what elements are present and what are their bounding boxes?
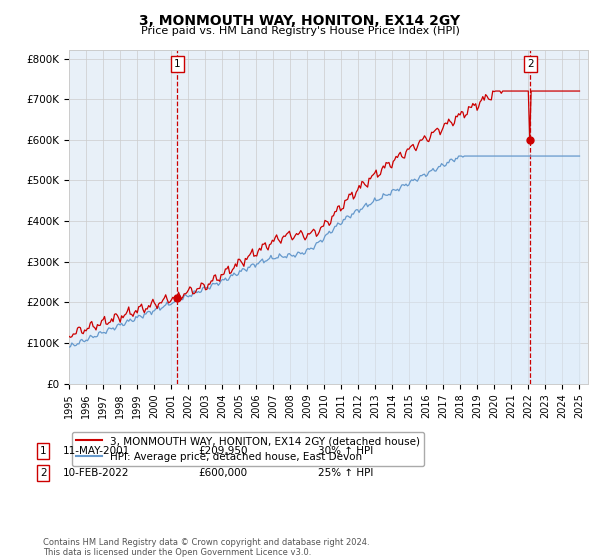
Text: Contains HM Land Registry data © Crown copyright and database right 2024.
This d: Contains HM Land Registry data © Crown c… (43, 538, 370, 557)
Text: 1: 1 (174, 59, 181, 69)
Text: 2: 2 (527, 59, 533, 69)
Text: 3, MONMOUTH WAY, HONITON, EX14 2GY: 3, MONMOUTH WAY, HONITON, EX14 2GY (139, 14, 461, 28)
Text: 1: 1 (40, 446, 47, 456)
Legend: 3, MONMOUTH WAY, HONITON, EX14 2GY (detached house), HPI: Average price, detache: 3, MONMOUTH WAY, HONITON, EX14 2GY (deta… (71, 432, 424, 466)
Text: Price paid vs. HM Land Registry's House Price Index (HPI): Price paid vs. HM Land Registry's House … (140, 26, 460, 36)
Text: 30% ↑ HPI: 30% ↑ HPI (318, 446, 373, 456)
Text: £209,950: £209,950 (198, 446, 248, 456)
Text: 10-FEB-2022: 10-FEB-2022 (63, 468, 130, 478)
Text: £600,000: £600,000 (198, 468, 247, 478)
Text: 2: 2 (40, 468, 47, 478)
Text: 25% ↑ HPI: 25% ↑ HPI (318, 468, 373, 478)
Text: 11-MAY-2001: 11-MAY-2001 (63, 446, 130, 456)
